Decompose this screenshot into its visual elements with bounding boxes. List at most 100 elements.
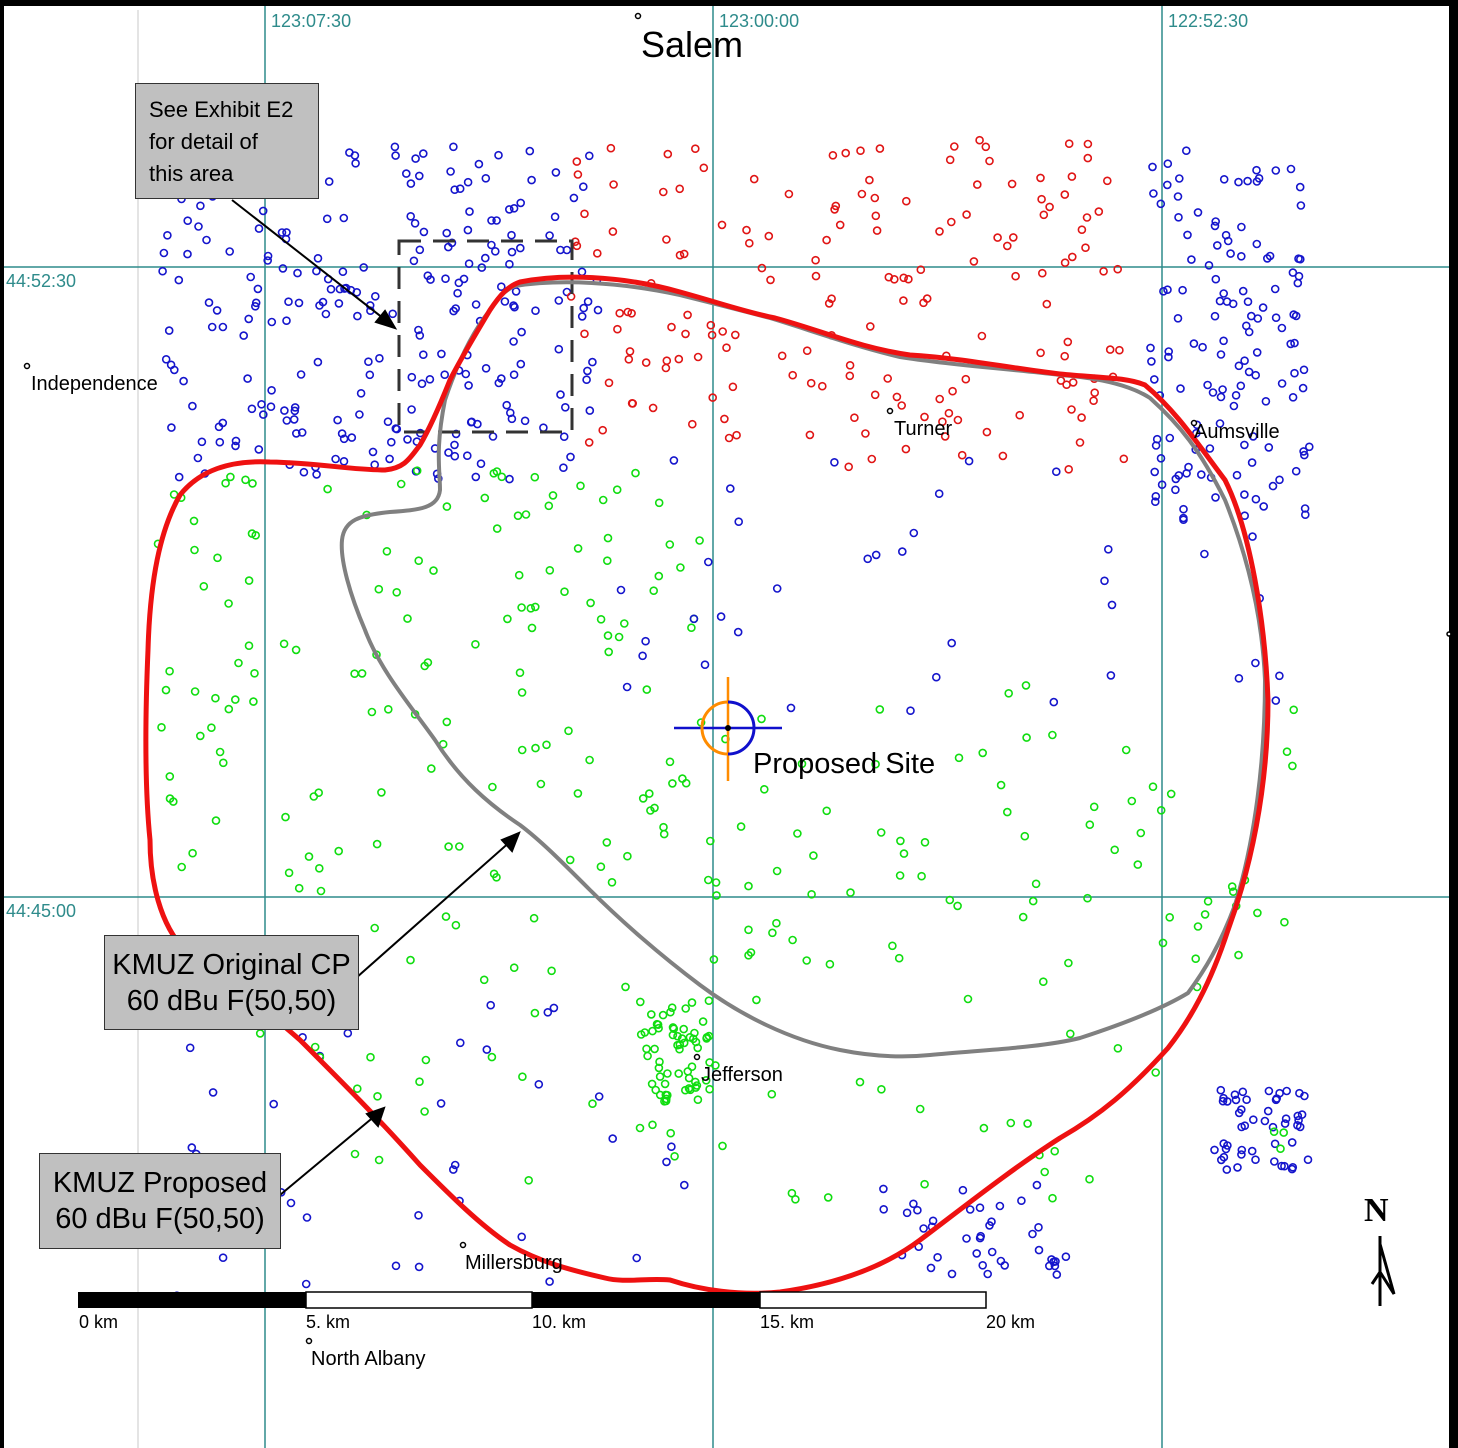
station-point: [463, 177, 473, 187]
station-point: [725, 484, 735, 493]
station-point: [650, 803, 659, 813]
station-point: [347, 433, 357, 442]
station-point: [1052, 1270, 1062, 1279]
station-point: [1264, 1086, 1274, 1096]
station-point: [429, 566, 438, 575]
town-label-jefferson: Jefferson: [701, 1064, 783, 1086]
station-point: [450, 440, 459, 450]
station-point: [698, 1017, 708, 1026]
station-point: [983, 1269, 993, 1279]
station-point: [1036, 348, 1045, 358]
station-point: [451, 429, 461, 439]
station-point: [875, 705, 885, 714]
station-point: [531, 306, 540, 316]
station-point: [1082, 213, 1092, 222]
station-point: [1049, 697, 1059, 707]
station-point: [670, 1152, 679, 1161]
station-point: [688, 1034, 698, 1044]
station-point: [165, 666, 174, 676]
station-point: [1300, 1091, 1309, 1101]
station-point: [996, 1256, 1006, 1266]
station-point: [318, 297, 328, 307]
station-point: [326, 284, 336, 294]
station-point: [251, 301, 260, 311]
station-point: [1248, 432, 1258, 441]
station-point: [624, 354, 634, 364]
station-point: [949, 142, 959, 151]
station-point: [855, 1077, 865, 1087]
station-point: [297, 428, 307, 437]
station-point: [1006, 1118, 1016, 1128]
station-point: [1064, 139, 1074, 148]
station-point: [623, 851, 632, 861]
station-point: [621, 982, 630, 992]
station-point: [1293, 1111, 1303, 1121]
station-point: [662, 1157, 671, 1167]
station-point: [573, 789, 583, 798]
scale-label-0: 0 km: [79, 1312, 119, 1332]
station-point: [487, 216, 496, 225]
station-point: [338, 267, 348, 277]
station-point: [1200, 549, 1209, 559]
station-point: [455, 184, 465, 193]
station-point: [423, 658, 433, 667]
station-point: [889, 274, 899, 284]
station-point: [603, 533, 613, 543]
turner-dot: [886, 407, 894, 415]
station-point: [556, 390, 565, 399]
station-point: [706, 320, 716, 330]
station-point: [183, 249, 192, 259]
station-point: [926, 1263, 936, 1273]
station-point: [426, 764, 436, 773]
station-point: [1198, 342, 1207, 352]
site-circle-orange: [700, 700, 729, 756]
station-point: [503, 614, 512, 624]
station-point: [1075, 438, 1085, 447]
station-point: [536, 779, 546, 789]
callout-exhibit-line-1: See Exhibit E2: [149, 97, 294, 122]
station-point: [1064, 958, 1073, 968]
station-point: [212, 306, 222, 315]
station-point: [309, 792, 319, 801]
town-label-independence: Independence: [31, 373, 158, 395]
station-point: [913, 1205, 922, 1215]
station-point: [1280, 1161, 1289, 1171]
station-point: [385, 454, 394, 464]
station-point: [1099, 266, 1108, 276]
station-point: [1277, 1161, 1286, 1171]
station-point: [1193, 208, 1203, 217]
station-point: [1259, 502, 1268, 511]
station-point: [1203, 896, 1213, 906]
station-point: [787, 1188, 797, 1198]
station-point: [331, 454, 340, 464]
station-point: [1176, 384, 1185, 393]
station-point: [580, 329, 589, 339]
station-point: [383, 417, 393, 427]
station-point: [390, 142, 400, 152]
station-point: [1157, 480, 1167, 490]
station-point: [1221, 230, 1231, 240]
station-point: [687, 419, 697, 429]
station-point: [1173, 313, 1183, 323]
station-point: [462, 451, 472, 461]
station-point: [1275, 475, 1284, 485]
longitude-label-3: 122:52:30: [1168, 11, 1249, 31]
detail-area-box: [397, 239, 574, 434]
station-point: [530, 1008, 540, 1018]
station-point: [471, 639, 480, 649]
station-point: [247, 529, 257, 538]
station-point: [263, 251, 273, 261]
station-point: [569, 193, 579, 203]
station-point: [294, 298, 304, 308]
station-point: [1237, 222, 1246, 232]
station-point: [1242, 321, 1251, 331]
station-point: [1280, 917, 1289, 927]
station-point: [1280, 1119, 1290, 1128]
station-point: [1271, 696, 1281, 705]
station-point: [1045, 1261, 1054, 1271]
station-point: [286, 1198, 296, 1208]
station-point: [316, 886, 326, 896]
station-point: [1230, 1090, 1240, 1099]
station-point: [931, 672, 941, 682]
station-point: [526, 603, 536, 613]
